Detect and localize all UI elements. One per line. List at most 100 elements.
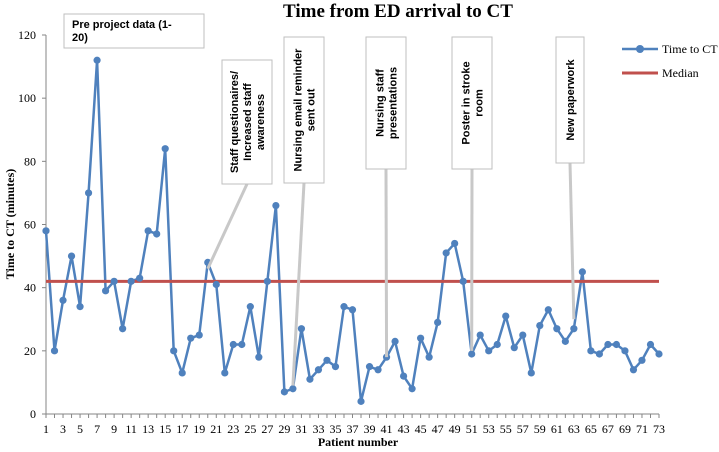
data-point	[255, 353, 263, 361]
callout-box	[555, 36, 585, 164]
data-point	[229, 340, 237, 349]
data-point	[101, 287, 110, 295]
x-tick-label: 37	[347, 422, 359, 436]
callout-pointer	[384, 168, 389, 358]
x-tick-label: 35	[329, 422, 341, 436]
y-tick-label: 100	[18, 91, 36, 105]
x-tick-label: 15	[159, 422, 171, 436]
data-point	[238, 340, 246, 349]
data-point	[570, 325, 578, 333]
data-point	[67, 252, 76, 260]
x-tick-label: 61	[551, 422, 563, 436]
data-point	[365, 363, 374, 371]
callout-box	[221, 59, 273, 185]
data-point	[50, 347, 59, 355]
x-tick-label: 67	[602, 422, 614, 436]
x-tick-label: 19	[193, 422, 205, 436]
x-tick-label: 25	[244, 422, 256, 436]
x-tick-label: 41	[381, 422, 393, 436]
x-tick-label: 71	[636, 422, 648, 436]
data-point	[127, 277, 135, 285]
data-point	[502, 312, 510, 320]
callout-pointer	[291, 182, 306, 386]
data-point	[476, 331, 484, 339]
annotation-pre-project: Pre project data (1-20)	[63, 13, 205, 49]
data-point	[110, 277, 118, 285]
data-point	[170, 347, 178, 355]
annotation-poster: Poster in strokeroom	[451, 36, 493, 351]
data-point	[629, 366, 638, 374]
data-point	[553, 325, 561, 333]
data-point	[93, 56, 101, 64]
data-point	[621, 347, 629, 355]
x-axis-label: Patient number	[318, 435, 399, 449]
data-point	[306, 375, 314, 383]
callout-pointer	[206, 183, 249, 270]
callout-text: Staff questionaires/Increased staffaware…	[229, 71, 267, 173]
chart-title: Time from ED arrival to CT	[283, 1, 513, 22]
callout-pointer	[568, 162, 576, 320]
callout-box	[63, 13, 205, 49]
data-point	[280, 388, 288, 396]
data-point	[246, 303, 254, 311]
x-tick-label: 27	[261, 422, 273, 436]
data-point	[331, 363, 340, 371]
data-point	[348, 306, 357, 314]
data-point	[485, 347, 493, 355]
data-point	[408, 385, 416, 393]
x-tick-label: 51	[466, 422, 478, 436]
data-point	[468, 350, 476, 358]
data-point	[144, 227, 152, 235]
x-tick-label: 13	[142, 422, 154, 436]
data-point	[587, 347, 595, 355]
data-point	[595, 350, 604, 358]
annotation-nursing-email: Nursing email remindersent out	[283, 36, 325, 386]
x-tick-label: 45	[415, 422, 427, 436]
callout-text: Poster in strokeroom	[461, 61, 486, 144]
x-tick-label: 9	[111, 422, 117, 436]
callout-box	[451, 36, 493, 170]
data-point	[612, 340, 621, 349]
data-point	[178, 369, 186, 377]
y-tick-label: 60	[24, 218, 36, 232]
x-tick-label: 11	[125, 422, 137, 436]
callout-text: New paperwork	[565, 58, 577, 140]
data-point	[561, 337, 569, 345]
x-tick-label: 47	[432, 422, 444, 436]
data-point	[297, 325, 306, 333]
data-point	[655, 350, 663, 358]
data-point	[451, 239, 459, 248]
data-point	[119, 325, 127, 333]
x-tick-label: 33	[312, 422, 324, 436]
data-point	[646, 340, 655, 349]
x-tick-label: 59	[534, 422, 546, 436]
y-tick-label: 0	[30, 407, 36, 421]
legend-label-median: Median	[662, 66, 699, 80]
data-point	[357, 397, 365, 405]
x-tick-label: 43	[398, 422, 410, 436]
x-tick-label: 57	[517, 422, 529, 436]
data-point	[272, 201, 280, 210]
data-point	[289, 385, 297, 393]
data-point	[374, 366, 382, 374]
x-tick-label: 7	[94, 422, 100, 436]
legend-label-time-to-ct: Time to CT	[662, 42, 718, 56]
x-tick-label: 23	[227, 422, 239, 436]
data-point	[434, 318, 442, 327]
x-tick-label: 21	[210, 422, 222, 436]
data-point	[493, 340, 501, 349]
x-tick-label: 73	[653, 422, 665, 436]
annotation-nursing-presentations: Nursing staffpresentations	[365, 36, 407, 358]
callout-box	[365, 36, 407, 170]
callout-box	[283, 36, 325, 184]
data-point	[153, 230, 161, 238]
data-point	[340, 303, 348, 311]
data-point	[59, 296, 67, 304]
callout-text: Nursing staffpresentations	[375, 67, 400, 139]
data-point	[212, 280, 220, 289]
x-tick-label: 29	[278, 422, 290, 436]
x-tick-label: 65	[585, 422, 597, 436]
data-point	[399, 372, 408, 380]
y-tick-label: 80	[24, 154, 36, 168]
